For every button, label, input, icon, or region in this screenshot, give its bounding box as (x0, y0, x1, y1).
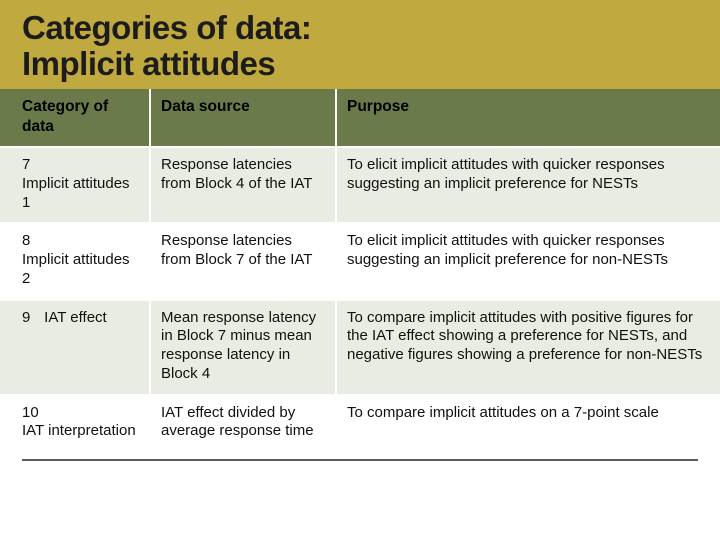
table-row: 9 IAT effect Mean response latency in Bl… (0, 300, 720, 395)
title-line-2: Implicit attitudes (22, 45, 275, 82)
table-row: 7 Implicit attitudes 1 Response latencie… (0, 147, 720, 223)
cell-source: IAT effect divided by average response t… (150, 395, 336, 452)
cell-source: Response latencies from Block 4 of the I… (150, 147, 336, 223)
col-header-category: Category of data (0, 89, 150, 147)
table-header-row: Category of data Data source Purpose (0, 89, 720, 147)
cell-purpose: To compare implicit attitudes on a 7-poi… (336, 395, 720, 452)
data-table: Category of data Data source Purpose 7 I… (0, 89, 720, 451)
row-number: 8 (22, 232, 40, 251)
row-number: 9 (22, 309, 40, 328)
cell-purpose: To elicit implicit attitudes with quicke… (336, 147, 720, 223)
footer-rule (22, 459, 698, 461)
cell-category: 8 Implicit attitudes 2 (0, 223, 150, 299)
table-row: 10 IAT interpretation IAT effect divided… (0, 395, 720, 452)
table-wrap: Category of data Data source Purpose 7 I… (0, 89, 720, 451)
title-band: Categories of data: Implicit attitudes (0, 0, 720, 89)
row-category-label: Implicit attitudes 2 (22, 251, 139, 289)
row-number: 10 (22, 404, 40, 423)
col-header-source: Data source (150, 89, 336, 147)
col-header-purpose: Purpose (336, 89, 720, 147)
slide-title: Categories of data: Implicit attitudes (22, 10, 698, 81)
cell-purpose: To elicit implicit attitudes with quicke… (336, 223, 720, 299)
table-row: 8 Implicit attitudes 2 Response latencie… (0, 223, 720, 299)
cell-category: 10 IAT interpretation (0, 395, 150, 452)
cell-category: 9 IAT effect (0, 300, 150, 395)
row-category-label: IAT interpretation (22, 422, 136, 441)
row-number: 7 (22, 156, 40, 175)
cell-source: Response latencies from Block 7 of the I… (150, 223, 336, 299)
row-category-label: IAT effect (44, 309, 107, 328)
cell-source: Mean response latency in Block 7 minus m… (150, 300, 336, 395)
cell-purpose: To compare implicit attitudes with posit… (336, 300, 720, 395)
cell-category: 7 Implicit attitudes 1 (0, 147, 150, 223)
row-category-label: Implicit attitudes 1 (22, 175, 139, 213)
title-line-1: Categories of data: (22, 9, 311, 46)
